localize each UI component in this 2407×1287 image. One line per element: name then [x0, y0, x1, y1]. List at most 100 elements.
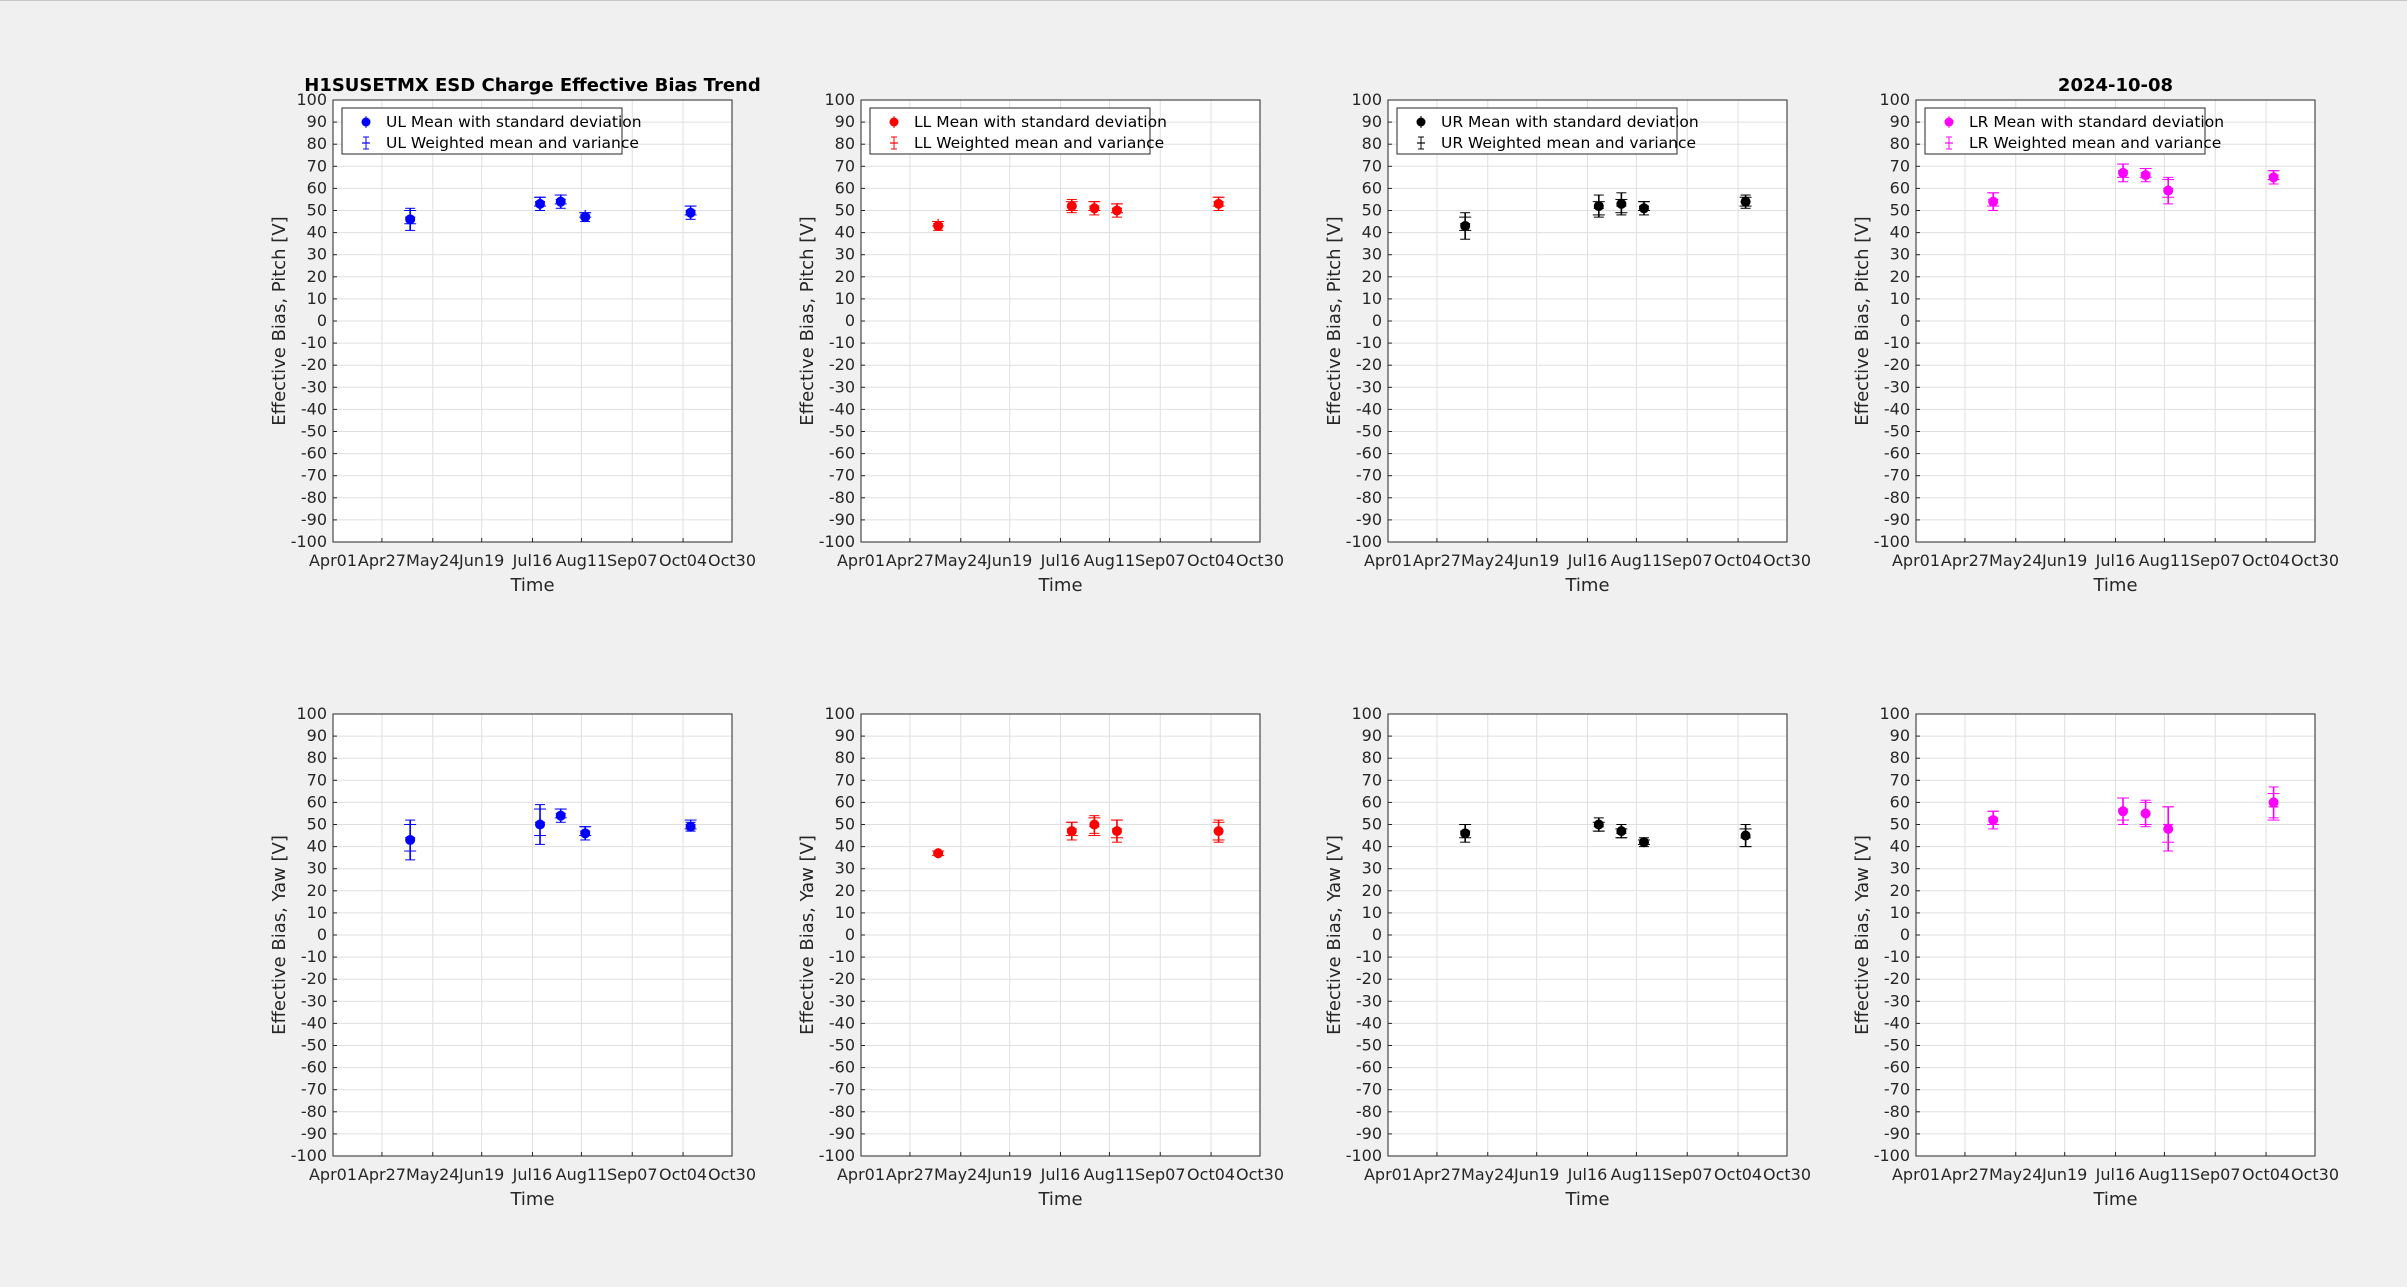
y-tick-label: 0	[1372, 925, 1382, 944]
y-tick-label: 90	[307, 112, 327, 131]
y-tick-label: -90	[1884, 510, 1910, 529]
y-axis-label: Effective Bias, Pitch [V]	[269, 216, 290, 425]
y-tick-label: -10	[1884, 947, 1910, 966]
x-tick-label: Jun19	[1513, 551, 1559, 570]
x-tick-label: Oct04	[659, 551, 707, 570]
y-tick-label: 30	[1890, 245, 1910, 264]
y-tick-label: -40	[1356, 399, 1382, 418]
y-tick-label: 50	[1890, 201, 1910, 220]
x-axis-label: Time	[2092, 575, 2137, 596]
subplot-ur-yaw: -100-90-80-70-60-50-40-30-20-10010203040…	[1324, 704, 1811, 1210]
y-tick-label: 30	[1890, 859, 1910, 878]
legend: LL Mean with standard deviation LL Weight…	[869, 107, 1167, 155]
y-tick-label: 50	[307, 815, 327, 834]
data-point-weighted	[1066, 201, 1077, 212]
x-tick-label: Aug11	[2139, 1165, 2191, 1184]
data-point-weighted	[580, 209, 591, 220]
y-tick-label: -60	[301, 444, 327, 463]
x-tick-label: Apr27	[886, 1165, 934, 1184]
data-point-weighted	[405, 212, 416, 223]
x-axis-label: Time	[509, 575, 554, 596]
subplot-ul-pitch: -100-90-80-70-60-50-40-30-20-10010203040…	[269, 75, 761, 596]
y-tick-label: -70	[829, 466, 855, 485]
y-tick-label: 100	[1351, 704, 1382, 723]
y-tick-label: 10	[835, 289, 855, 308]
y-tick-label: 60	[307, 792, 327, 811]
y-tick-label: 70	[307, 770, 327, 789]
y-tick-label: -60	[1884, 444, 1910, 463]
y-tick-label: 70	[835, 156, 855, 175]
y-tick-label: -40	[1884, 399, 1910, 418]
data-point-weighted	[2140, 167, 2151, 178]
y-tick-label: 0	[317, 311, 327, 330]
x-tick-label: May24	[1989, 1165, 2042, 1184]
y-tick-label: 0	[845, 311, 855, 330]
y-tick-label: -20	[1356, 355, 1382, 374]
x-tick-label: Sep07	[607, 551, 658, 570]
data-point-weighted	[2118, 165, 2129, 176]
legend: UL Mean with standard deviation UL Weight…	[341, 107, 642, 155]
y-tick-label: 70	[1362, 770, 1382, 789]
y-tick-label: -90	[301, 510, 327, 529]
x-tick-label: Apr27	[358, 551, 406, 570]
y-tick-label: 10	[307, 289, 327, 308]
series-weighted	[404, 194, 697, 225]
y-tick-label: 90	[1362, 112, 1382, 131]
y-tick-label: -90	[829, 510, 855, 529]
y-tick-label: -100	[1346, 532, 1382, 551]
data-point-weighted	[405, 832, 416, 843]
x-tick-label: Apr27	[1413, 1165, 1461, 1184]
x-tick-label: Jun19	[986, 551, 1032, 570]
y-tick-label: 10	[1362, 903, 1382, 922]
y-tick-label: 30	[307, 245, 327, 264]
y-axis-label: Effective Bias, Pitch [V]	[1852, 216, 1873, 425]
y-tick-label: -70	[1884, 1080, 1910, 1099]
y-tick-label: -100	[1346, 1146, 1382, 1165]
y-tick-label: 0	[317, 925, 327, 944]
data-point-weighted	[2163, 819, 2174, 830]
y-tick-label: 60	[1890, 792, 1910, 811]
x-tick-label: Oct30	[1236, 1165, 1284, 1184]
x-tick-label: Oct30	[1763, 1165, 1811, 1184]
legend-entry-label: UR Mean with standard deviation	[1441, 113, 1699, 131]
x-tick-label: Oct04	[659, 1165, 707, 1184]
legend: LR Mean with standard deviation LR Weight…	[1924, 107, 2224, 155]
data-point-weighted	[1638, 837, 1649, 848]
x-tick-label: Oct30	[2291, 1165, 2339, 1184]
x-tick-label: Jun19	[1513, 1165, 1559, 1184]
y-tick-label: -80	[829, 1102, 855, 1121]
x-tick-label: Apr27	[358, 1165, 406, 1184]
y-tick-label: -20	[1884, 355, 1910, 374]
y-tick-label: -20	[301, 355, 327, 374]
data-point-weighted	[685, 819, 696, 830]
legend-box	[869, 107, 1151, 155]
data-point-weighted	[555, 808, 566, 819]
legend-box	[1396, 107, 1678, 155]
y-tick-label: 100	[296, 90, 327, 109]
data-point-weighted	[685, 205, 696, 216]
y-tick-label: -10	[1356, 333, 1382, 352]
y-tick-label: -70	[1884, 466, 1910, 485]
y-tick-label: 0	[1372, 311, 1382, 330]
y-tick-label: 80	[835, 134, 855, 153]
y-tick-label: -70	[829, 1080, 855, 1099]
data-point-weighted	[2163, 183, 2174, 194]
y-tick-label: 30	[307, 859, 327, 878]
y-tick-label: -50	[1356, 1036, 1382, 1055]
legend-box	[341, 107, 623, 155]
x-tick-label: Jul16	[2095, 551, 2136, 570]
y-tick-label: 40	[307, 223, 327, 242]
y-tick-label: -50	[1356, 422, 1382, 441]
x-tick-label: Apr27	[1941, 1165, 1989, 1184]
x-tick-label: Aug11	[556, 1165, 608, 1184]
y-tick-label: 80	[307, 134, 327, 153]
y-tick-label: 50	[1362, 815, 1382, 834]
x-tick-label: Jul16	[1040, 551, 1081, 570]
subplot-lr-pitch: -100-90-80-70-60-50-40-30-20-10010203040…	[1852, 75, 2339, 596]
legend-marker-circle	[1944, 117, 1954, 127]
y-tick-label: 100	[1351, 90, 1382, 109]
x-tick-label: Jul16	[1567, 1165, 1608, 1184]
x-tick-label: Sep07	[1135, 551, 1186, 570]
y-tick-label: -20	[829, 969, 855, 988]
y-axis-label: Effective Bias, Yaw [V]	[1852, 835, 1873, 1035]
